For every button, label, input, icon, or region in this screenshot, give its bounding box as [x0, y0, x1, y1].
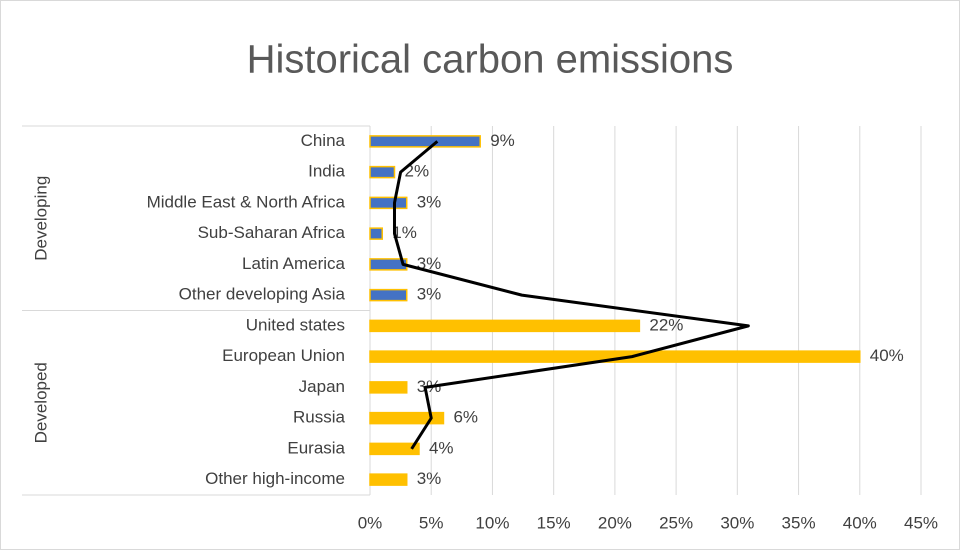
bar	[369, 135, 481, 148]
x-tick-label: 20%	[598, 513, 632, 532]
value-label: 40%	[870, 346, 904, 365]
y-tick-label: Russia	[293, 408, 346, 427]
value-label: 2%	[404, 162, 429, 181]
x-tick-label: 40%	[843, 513, 877, 532]
x-tick-label: 35%	[782, 513, 816, 532]
bar	[369, 288, 408, 302]
x-tick-label: 15%	[537, 513, 571, 532]
x-tick-label: 0%	[358, 513, 383, 532]
y-tick-label: Eurasia	[287, 438, 345, 457]
y-tick-label: Middle East & North Africa	[147, 192, 346, 211]
bar	[369, 473, 408, 486]
bar	[369, 319, 641, 333]
x-tick-label: 25%	[659, 513, 693, 532]
x-tick-label: 10%	[475, 513, 509, 532]
chart-title: Historical carbon emissions	[247, 38, 734, 82]
bar	[369, 381, 408, 394]
value-label: 4%	[429, 438, 454, 457]
bar	[369, 227, 383, 240]
y-tick-label: Japan	[299, 377, 345, 396]
group-label: Developing	[31, 176, 50, 261]
bar	[369, 411, 445, 425]
value-label: 3%	[417, 285, 442, 304]
value-label: 9%	[490, 131, 515, 150]
y-tick-label: Latin America	[242, 254, 346, 273]
value-label: 1%	[392, 223, 417, 242]
x-tick-label: 5%	[419, 513, 444, 532]
value-label: 3%	[417, 469, 442, 488]
x-tick-label: 45%	[904, 513, 938, 532]
value-label: 3%	[417, 192, 442, 211]
y-tick-label: European Union	[222, 346, 345, 365]
bar	[369, 350, 861, 363]
line	[392, 140, 750, 450]
y-tick-label: Other high-income	[205, 469, 345, 488]
group-label: Developed	[31, 362, 50, 443]
y-tick-label: China	[301, 131, 346, 150]
bar	[369, 196, 408, 210]
value-label: 6%	[453, 408, 478, 427]
y-tick-label: Other developing Asia	[179, 285, 346, 304]
bar	[369, 442, 420, 456]
x-tick-label: 30%	[720, 513, 754, 532]
y-tick-label: Sub-Saharan Africa	[198, 223, 346, 242]
y-tick-label: India	[308, 162, 345, 181]
bar	[369, 165, 396, 179]
y-tick-label: United states	[246, 315, 345, 334]
value-label: 22%	[649, 315, 683, 334]
